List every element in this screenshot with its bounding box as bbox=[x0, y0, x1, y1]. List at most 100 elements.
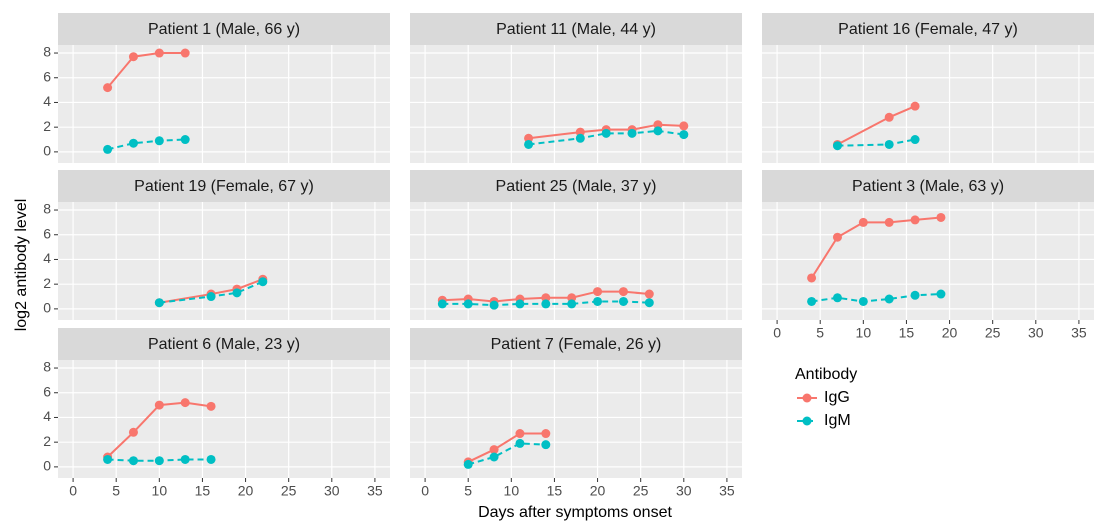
series-line bbox=[107, 138, 186, 151]
x-tick-label: 35 bbox=[367, 483, 383, 499]
series-line bbox=[106, 52, 186, 89]
data-point bbox=[575, 127, 585, 137]
data-point bbox=[180, 48, 190, 58]
x-tick-label: 15 bbox=[195, 483, 211, 499]
data-point bbox=[884, 294, 894, 304]
data-point bbox=[154, 400, 164, 410]
data-point bbox=[154, 136, 164, 146]
strip bbox=[762, 170, 1094, 202]
data-point bbox=[858, 296, 868, 306]
data-point bbox=[644, 298, 654, 308]
series-line bbox=[159, 280, 264, 304]
data-point bbox=[601, 128, 611, 138]
data-point bbox=[463, 299, 473, 309]
data-point bbox=[679, 121, 689, 131]
x-tick-label: 30 bbox=[1028, 325, 1044, 341]
data-point bbox=[884, 139, 894, 149]
data-point bbox=[618, 287, 628, 297]
plot-background bbox=[762, 45, 1094, 163]
x-tick-label: 25 bbox=[633, 483, 649, 499]
panel-title: Patient 7 (Female, 26 y) bbox=[491, 336, 662, 353]
panel-title: Patient 19 (Female, 67 y) bbox=[134, 178, 314, 195]
legend-key-point bbox=[802, 393, 812, 403]
strip bbox=[58, 328, 390, 360]
legend-label: IgM bbox=[824, 412, 851, 429]
data-point bbox=[206, 292, 216, 302]
y-tick-label: 2 bbox=[43, 433, 51, 449]
y-tick-label: 8 bbox=[43, 201, 51, 217]
data-point bbox=[515, 429, 525, 439]
data-point bbox=[154, 456, 164, 466]
data-point bbox=[832, 141, 842, 151]
panel-title: Patient 25 (Male, 37 y) bbox=[496, 178, 657, 195]
data-point bbox=[832, 293, 842, 303]
x-tick-label: 20 bbox=[590, 483, 606, 499]
x-tick-label: 5 bbox=[816, 325, 824, 341]
x-tick-label: 5 bbox=[112, 483, 120, 499]
data-point bbox=[936, 212, 946, 222]
y-tick-label: 0 bbox=[43, 300, 51, 316]
data-point bbox=[910, 215, 920, 225]
data-point bbox=[154, 48, 164, 58]
series-line bbox=[159, 278, 264, 304]
data-point bbox=[180, 398, 190, 408]
x-tick-label: 20 bbox=[942, 325, 958, 341]
y-axis-label: log2 antibody level bbox=[13, 199, 30, 332]
y-tick-label: 4 bbox=[43, 93, 51, 109]
data-point bbox=[489, 452, 499, 462]
data-point bbox=[575, 133, 585, 143]
strip bbox=[58, 13, 390, 45]
data-point bbox=[910, 135, 920, 145]
data-point bbox=[258, 277, 268, 287]
data-point bbox=[807, 296, 817, 306]
data-point bbox=[567, 293, 577, 303]
data-point bbox=[910, 101, 920, 111]
data-point bbox=[128, 427, 138, 437]
strip bbox=[410, 13, 742, 45]
data-point bbox=[541, 293, 551, 303]
data-point bbox=[936, 289, 946, 299]
y-tick-label: 2 bbox=[43, 118, 51, 134]
x-tick-label: 30 bbox=[324, 483, 340, 499]
data-point bbox=[515, 438, 525, 448]
data-point bbox=[627, 128, 637, 138]
data-point bbox=[206, 401, 216, 411]
data-point bbox=[858, 217, 868, 227]
x-tick-label: 30 bbox=[676, 483, 692, 499]
data-point bbox=[807, 273, 817, 283]
y-tick-label: 0 bbox=[43, 143, 51, 159]
legend-key-point bbox=[802, 416, 812, 426]
data-point bbox=[653, 120, 663, 130]
data-point bbox=[524, 133, 534, 143]
data-point bbox=[103, 144, 113, 154]
strip bbox=[410, 328, 742, 360]
series-line bbox=[467, 432, 546, 463]
data-point bbox=[489, 445, 499, 455]
data-point bbox=[463, 459, 473, 469]
x-tick-label: 0 bbox=[421, 483, 429, 499]
x-tick-label: 10 bbox=[504, 483, 520, 499]
y-tick-label: 0 bbox=[43, 458, 51, 474]
y-tick-label: 6 bbox=[43, 383, 51, 399]
y-tick-label: 4 bbox=[43, 250, 51, 266]
plot-background bbox=[58, 202, 390, 320]
x-tick-label: 15 bbox=[547, 483, 563, 499]
panel-title: Patient 1 (Male, 66 y) bbox=[148, 21, 300, 38]
panel-title: Patient 16 (Female, 47 y) bbox=[838, 21, 1018, 38]
x-tick-label: 0 bbox=[69, 483, 77, 499]
y-tick-label: 6 bbox=[43, 68, 51, 84]
x-tick-label: 25 bbox=[985, 325, 1001, 341]
strip bbox=[58, 170, 390, 202]
data-point bbox=[489, 300, 499, 310]
x-axis-label: Days after symptoms onset bbox=[478, 504, 672, 521]
data-point bbox=[884, 217, 894, 227]
panel-title: Patient 3 (Male, 63 y) bbox=[852, 178, 1004, 195]
data-point bbox=[884, 112, 894, 122]
x-tick-label: 20 bbox=[238, 483, 254, 499]
plot-background bbox=[410, 360, 742, 478]
data-point bbox=[128, 456, 138, 466]
y-tick-label: 4 bbox=[43, 408, 51, 424]
plot-background bbox=[58, 360, 390, 478]
x-tick-label: 10 bbox=[152, 483, 168, 499]
